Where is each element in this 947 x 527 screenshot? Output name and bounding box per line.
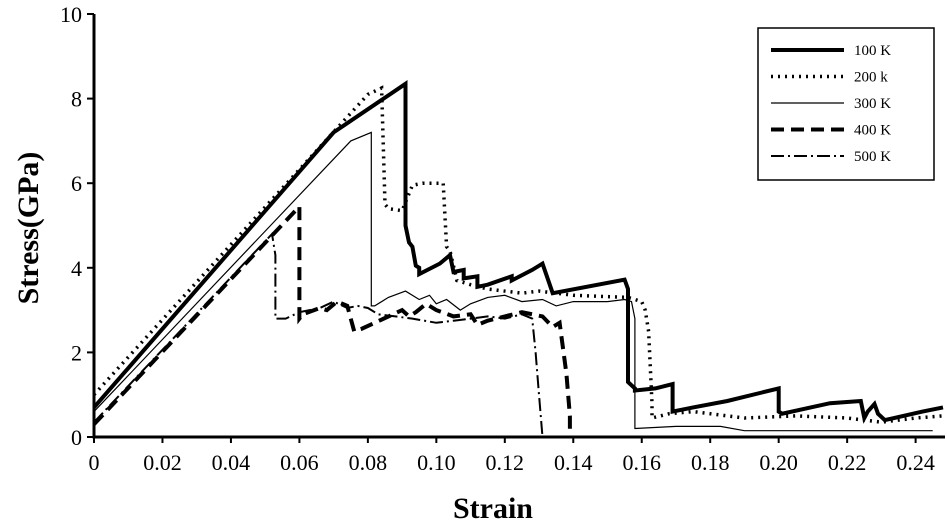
x-tick-label: 0.02 xyxy=(143,450,182,475)
legend-label-2: 200 k xyxy=(854,70,888,86)
y-tick-label: 8 xyxy=(71,87,82,112)
series-line-2 xyxy=(92,85,944,424)
series-line-4 xyxy=(92,201,572,437)
legend-box xyxy=(757,27,935,181)
x-tick-label: 0.10 xyxy=(417,450,456,475)
x-tick-label: 0.20 xyxy=(759,450,798,475)
y-tick-label: 6 xyxy=(71,171,82,196)
y-tick-label: 4 xyxy=(71,256,82,281)
axes: 0 0.02 0.04 0.06 0.08 0.10 0.12 0.14 0.16 0.18 0.2… xyxy=(60,2,945,475)
x-tick-label: 0.14 xyxy=(554,450,593,475)
x-tick-label: 0.12 xyxy=(486,450,525,475)
x-tick-label: 0.18 xyxy=(691,450,730,475)
x-tick-label: 0 xyxy=(89,450,100,475)
series-line-3 xyxy=(93,131,933,432)
x-tick-label: 0.04 xyxy=(212,450,251,475)
x-tick-label: 0.24 xyxy=(896,450,935,475)
legend-label-1: 100 K xyxy=(854,43,891,59)
x-tick-label: 0.06 xyxy=(280,450,319,475)
x-axis-title: Strain xyxy=(453,492,533,525)
x-tick-label: 0.16 xyxy=(622,450,661,475)
legend-label-5: 500 K xyxy=(854,149,891,165)
series-line-1 xyxy=(92,80,944,424)
y-tick-label: 2 xyxy=(71,340,82,365)
y-tick-label: 0 xyxy=(71,425,82,450)
y-axis-title: Stress(GPa) xyxy=(12,152,45,305)
x-tick-label: 0.22 xyxy=(828,450,867,475)
legend-label-3: 300 K xyxy=(854,96,891,112)
legend-label-4: 400 K xyxy=(854,123,891,139)
series-layer xyxy=(92,80,944,438)
y-tick-label: 10 xyxy=(60,2,82,27)
legend: 100 K 200 k 300 K 400 K 500 K xyxy=(757,27,935,181)
series-line-5 xyxy=(93,231,544,438)
x-tick-label: 0.08 xyxy=(349,450,388,475)
